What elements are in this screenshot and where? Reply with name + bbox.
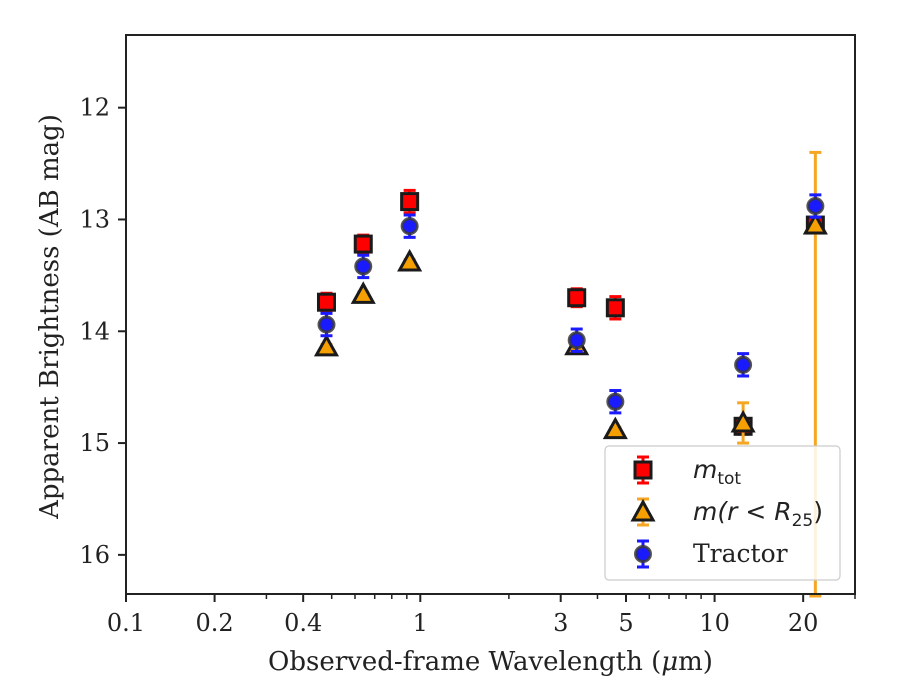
x-tick-label: 1 — [413, 609, 428, 637]
x-tick-label: 20 — [788, 609, 819, 637]
legend-label-tractor: Tractor — [693, 539, 788, 568]
data-point-mr25 — [397, 248, 423, 272]
legend-mtot-sub: tot — [717, 469, 741, 489]
data-point-mr25 — [602, 416, 628, 440]
y-tick-label: 15 — [79, 429, 110, 457]
y-axis-label: Apparent Brightness (AB mag) — [35, 114, 65, 520]
y-tick-label: 12 — [79, 94, 110, 122]
series-tractor — [317, 193, 825, 415]
data-point-mtot — [316, 292, 336, 312]
data-point-mtot — [605, 298, 625, 318]
legend: mtot m(r < R25) Tractor — [604, 445, 841, 581]
legend-box — [604, 445, 841, 581]
data-point-tractor — [400, 217, 419, 236]
x-tick-label: 0.1 — [107, 609, 145, 637]
x-tick-label: 10 — [699, 609, 730, 637]
data-point-mr25 — [313, 333, 340, 357]
data-point-tractor — [606, 392, 625, 411]
plot-frame — [125, 34, 856, 595]
legend-marker-mr25 — [630, 498, 656, 522]
data-point-mtot — [353, 234, 373, 254]
legend-mtot-main: m — [693, 455, 717, 484]
data-point-mr25 — [350, 281, 376, 304]
series-mtot — [316, 188, 825, 436]
data-point-tractor — [567, 331, 586, 350]
legend-label-mr25: m(r < R25) — [693, 497, 823, 531]
data-point-tractor — [806, 197, 825, 216]
y-tick-label: 13 — [79, 205, 110, 233]
legend-mr25-sub: 25 — [792, 511, 814, 531]
y-tick-label: 16 — [79, 541, 110, 569]
data-point-mr25 — [802, 211, 828, 235]
legend-mr25-open: (r < R — [717, 497, 791, 526]
legend-markers — [630, 455, 656, 569]
data-point-mtot — [567, 288, 587, 308]
x-axis-label: Observed-frame Wavelength (μm) — [268, 647, 713, 677]
x-tick-label: 0.2 — [196, 609, 234, 637]
x-axis-label-mu: μ — [661, 647, 678, 677]
x-tick-label: 3 — [553, 609, 568, 637]
data-point-tractor — [734, 355, 753, 374]
legend-mr25-close: ) — [813, 497, 823, 526]
data-point-tractor — [317, 315, 336, 334]
legend-marker-tractor — [634, 545, 652, 563]
x-axis-label-main: Observed-frame Wavelength ( — [268, 647, 661, 677]
x-tick-label: 5 — [618, 609, 633, 637]
legend-label-mtot: mtot — [693, 455, 741, 489]
data-point-tractor — [354, 257, 373, 276]
y-tick-label: 14 — [79, 317, 110, 345]
data-point-mr25 — [730, 409, 756, 433]
x-tick-label: 0.4 — [284, 609, 322, 637]
data-point-mtot — [400, 192, 420, 212]
legend-mr25-main: m — [693, 497, 717, 526]
legend-marker-mtot — [633, 460, 653, 480]
x-axis-label-end: m) — [678, 647, 713, 677]
